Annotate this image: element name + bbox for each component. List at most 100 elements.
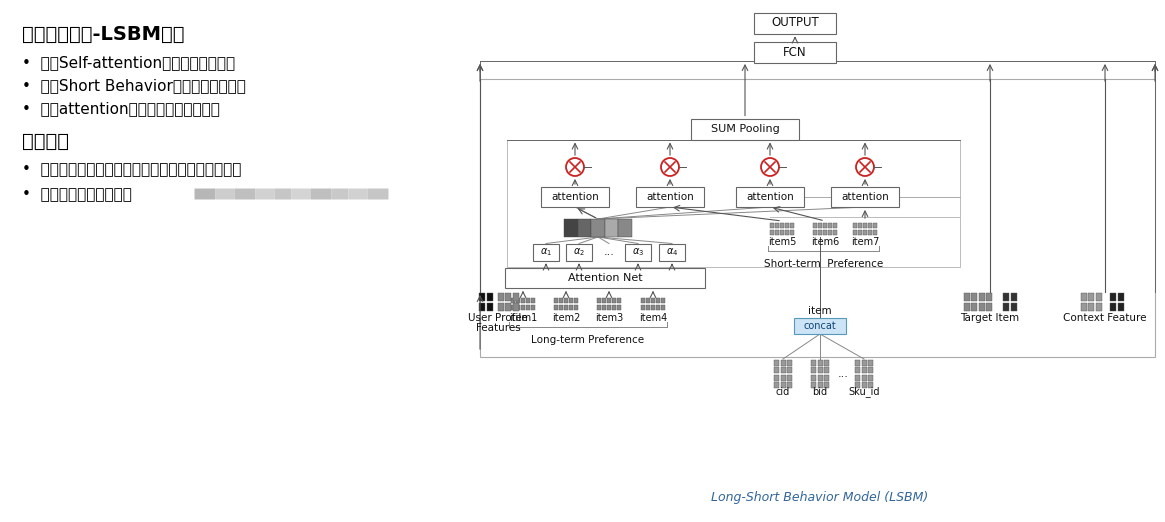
FancyBboxPatch shape: [754, 13, 836, 33]
Bar: [855, 382, 860, 388]
Bar: [775, 360, 779, 366]
Bar: [617, 305, 621, 310]
Text: •  利用attention建模用户与商品相似度: • 利用attention建模用户与商品相似度: [22, 101, 220, 116]
Text: •  多模型融合个性化优选，彻底解决多模型融合痛点: • 多模型融合个性化优选，彻底解决多模型融合痛点: [22, 162, 241, 177]
Bar: [531, 305, 536, 310]
Bar: [868, 223, 873, 228]
Text: item7: item7: [850, 237, 880, 247]
Bar: [612, 298, 616, 303]
Bar: [861, 367, 867, 373]
Circle shape: [856, 158, 874, 176]
FancyBboxPatch shape: [636, 187, 704, 207]
Bar: [857, 223, 862, 228]
Text: item2: item2: [552, 313, 580, 323]
Circle shape: [566, 158, 584, 176]
Bar: [853, 223, 856, 228]
Bar: [574, 305, 578, 310]
Bar: [811, 367, 817, 373]
Text: item5: item5: [768, 237, 796, 247]
Text: $\alpha_1$: $\alpha_1$: [541, 246, 552, 258]
Bar: [781, 223, 784, 228]
Bar: [781, 382, 785, 388]
Text: concat: concat: [804, 321, 836, 331]
Bar: [863, 223, 867, 228]
FancyBboxPatch shape: [507, 140, 960, 267]
FancyBboxPatch shape: [736, 187, 804, 207]
Bar: [602, 298, 606, 303]
Bar: [781, 230, 784, 235]
Bar: [775, 223, 778, 228]
Bar: [497, 293, 503, 301]
Bar: [564, 219, 578, 237]
FancyBboxPatch shape: [541, 187, 609, 207]
Bar: [828, 223, 832, 228]
Bar: [818, 223, 821, 228]
Bar: [527, 298, 530, 303]
Text: item4: item4: [638, 313, 668, 323]
Bar: [513, 303, 518, 311]
Bar: [564, 305, 569, 310]
Bar: [822, 230, 827, 235]
Bar: [497, 303, 503, 311]
Bar: [813, 223, 817, 228]
Bar: [479, 303, 486, 311]
Text: $\alpha_2$: $\alpha_2$: [573, 246, 585, 258]
Bar: [662, 305, 665, 310]
Bar: [811, 375, 817, 381]
Text: attention: attention: [746, 192, 793, 202]
FancyBboxPatch shape: [795, 318, 846, 334]
Bar: [790, 230, 795, 235]
Bar: [963, 293, 969, 301]
Bar: [651, 305, 655, 310]
Bar: [607, 298, 610, 303]
Bar: [781, 367, 785, 373]
Bar: [770, 230, 774, 235]
Bar: [963, 303, 969, 311]
FancyBboxPatch shape: [291, 188, 311, 199]
Bar: [775, 375, 779, 381]
Bar: [979, 303, 984, 311]
Bar: [596, 298, 601, 303]
Bar: [612, 305, 616, 310]
Text: SUM Pooling: SUM Pooling: [711, 124, 779, 134]
FancyBboxPatch shape: [234, 188, 255, 199]
Bar: [504, 293, 511, 301]
FancyBboxPatch shape: [504, 268, 705, 288]
Bar: [510, 298, 515, 303]
Bar: [863, 230, 867, 235]
Bar: [651, 298, 655, 303]
FancyBboxPatch shape: [275, 188, 291, 199]
Text: Long-Short Behavior Model (LSBM): Long-Short Behavior Model (LSBM): [712, 491, 929, 504]
Bar: [641, 305, 644, 310]
Bar: [786, 367, 792, 373]
Bar: [790, 223, 795, 228]
Bar: [570, 298, 573, 303]
Bar: [987, 293, 993, 301]
FancyBboxPatch shape: [480, 79, 1155, 357]
FancyBboxPatch shape: [659, 243, 685, 260]
Text: Short-term  Preference: Short-term Preference: [764, 259, 883, 269]
Bar: [656, 305, 661, 310]
Bar: [1117, 293, 1124, 301]
Text: ...: ...: [603, 247, 614, 257]
Bar: [553, 305, 558, 310]
Bar: [605, 219, 619, 237]
Bar: [818, 230, 821, 235]
Text: 核心收益: 核心收益: [22, 132, 69, 151]
Bar: [972, 303, 977, 311]
Text: attention: attention: [647, 192, 694, 202]
Text: item: item: [809, 306, 832, 316]
FancyBboxPatch shape: [195, 188, 216, 199]
Bar: [822, 223, 827, 228]
Text: •  基于Self-attention建模用户全局兴趣: • 基于Self-attention建模用户全局兴趣: [22, 55, 235, 70]
Text: Long-term Preference: Long-term Preference: [531, 335, 644, 345]
Bar: [786, 360, 792, 366]
FancyBboxPatch shape: [624, 243, 651, 260]
Text: Features: Features: [475, 323, 521, 333]
Bar: [874, 230, 877, 235]
Bar: [516, 305, 520, 310]
Bar: [1088, 303, 1094, 311]
Bar: [775, 230, 778, 235]
Bar: [972, 293, 977, 301]
Bar: [868, 367, 873, 373]
